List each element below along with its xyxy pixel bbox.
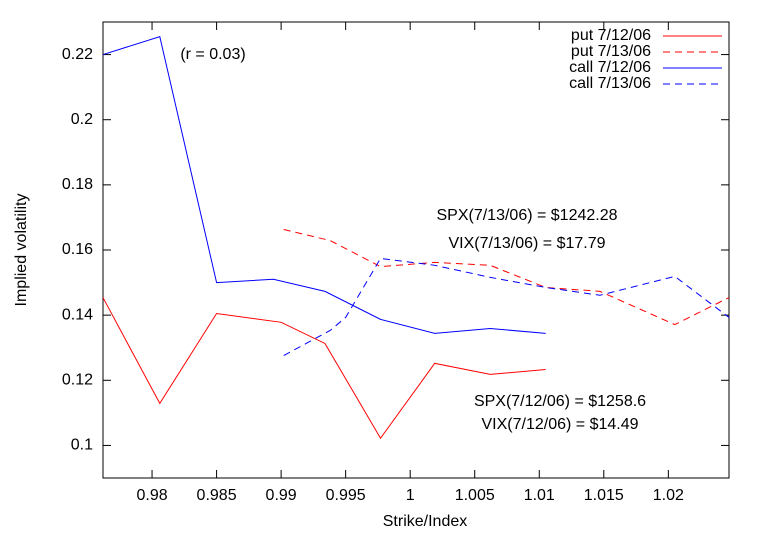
y-axis-label: Implied volatility — [13, 194, 30, 307]
x-tick-label: 0.99 — [266, 487, 297, 504]
y-tick-label: 0.16 — [62, 241, 93, 258]
x-tick-label: 1.005 — [455, 487, 495, 504]
y-tick-label: 0.2 — [71, 111, 93, 128]
legend-label: put 7/13/06 — [571, 43, 651, 60]
y-tick-label: 0.12 — [62, 372, 93, 389]
y-tick-label: 0.14 — [62, 306, 93, 323]
y-tick-label: 0.1 — [71, 437, 93, 454]
x-tick-label: 1.01 — [524, 487, 555, 504]
y-tick-label: 0.22 — [62, 46, 93, 63]
x-tick-label: 0.98 — [136, 487, 167, 504]
series-line — [102, 297, 546, 440]
series-line — [102, 36, 546, 334]
x-tick-label: 1 — [406, 487, 415, 504]
x-tick-label: 0.985 — [197, 487, 237, 504]
y-tick-label: 0.18 — [62, 176, 93, 193]
series-line — [283, 228, 730, 326]
x-axis-label: Strike/Index — [383, 513, 467, 530]
x-tick-label: 1.02 — [653, 487, 684, 504]
annotation: SPX(7/13/06) = $1242.28 — [436, 207, 617, 224]
annotation: VIX(7/13/06) = $17.79 — [449, 235, 606, 252]
annotation: SPX(7/12/06) = $1258.6 — [474, 393, 646, 410]
x-tick-label: 1.015 — [584, 487, 624, 504]
annotation: VIX(7/12/06) = $14.49 — [482, 416, 639, 433]
series-line — [283, 257, 730, 356]
x-tick-label: 0.995 — [326, 487, 366, 504]
legend-label: put 7/12/06 — [571, 27, 651, 44]
legend-label: call 7/13/06 — [569, 75, 651, 92]
annotation: (r = 0.03) — [180, 46, 245, 63]
legend-label: call 7/12/06 — [569, 59, 651, 76]
